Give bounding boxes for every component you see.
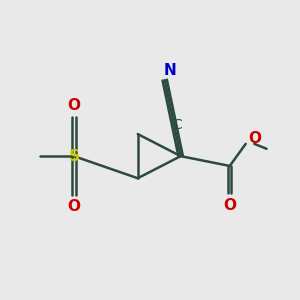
- Text: O: O: [248, 131, 261, 146]
- Text: O: O: [68, 98, 80, 113]
- Text: C: C: [173, 118, 182, 133]
- Text: O: O: [223, 198, 236, 213]
- Text: O: O: [68, 199, 80, 214]
- Text: S: S: [68, 148, 80, 164]
- Text: N: N: [163, 63, 176, 78]
